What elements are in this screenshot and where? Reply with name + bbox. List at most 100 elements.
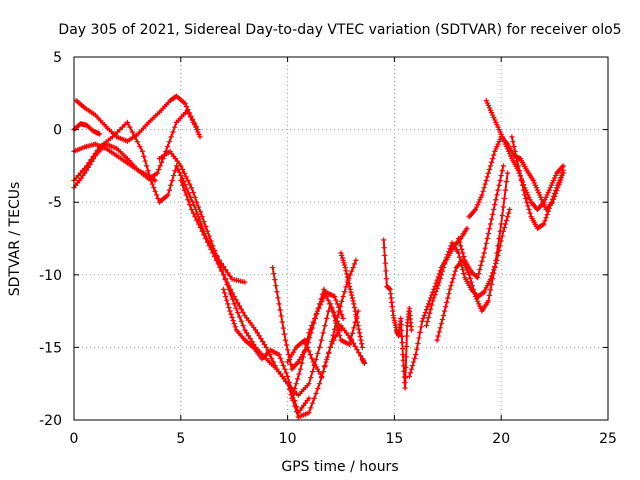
data-point (342, 264, 348, 271)
data-point (179, 182, 186, 188)
data-point (513, 153, 519, 159)
data-point (274, 289, 280, 295)
data-point (313, 312, 319, 318)
data-point (170, 129, 176, 135)
series-trace (510, 135, 565, 230)
data-point (339, 252, 345, 259)
data-point (270, 264, 276, 271)
data-point (333, 297, 339, 303)
data-point (502, 187, 509, 193)
data-point (400, 357, 406, 363)
data-point (499, 168, 505, 174)
data-point (314, 308, 321, 314)
data-point (487, 163, 494, 169)
data-point (317, 344, 323, 350)
data-point (544, 211, 550, 218)
data-point (497, 177, 503, 184)
data-point (152, 188, 158, 194)
data-point (344, 271, 350, 277)
data-point (406, 373, 412, 380)
series-track-m (359, 356, 368, 366)
data-point (310, 319, 316, 325)
data-point (199, 214, 205, 220)
data-point (191, 120, 197, 126)
data-point (329, 338, 335, 344)
data-point (441, 308, 448, 314)
data-point (288, 361, 294, 367)
data-point (297, 366, 304, 372)
data-point (340, 293, 346, 300)
data-point (437, 275, 443, 282)
data-point (525, 203, 531, 209)
data-point (228, 286, 234, 292)
data-point (488, 216, 495, 222)
data-point (420, 315, 426, 321)
data-point (480, 290, 486, 296)
data-point (444, 254, 450, 260)
data-point (470, 286, 477, 292)
data-point (236, 314, 243, 320)
data-point (468, 279, 474, 285)
data-point (545, 189, 551, 196)
data-point (555, 182, 561, 188)
data-point (540, 199, 546, 205)
data-point (548, 182, 554, 188)
series-track-n (381, 237, 415, 391)
data-point (348, 289, 354, 295)
data-point (445, 251, 451, 258)
data-point (306, 395, 312, 401)
data-point (324, 354, 331, 360)
data-point (282, 337, 289, 343)
data-point (190, 189, 196, 196)
data-point (478, 262, 484, 268)
data-point (519, 182, 526, 188)
data-point (220, 263, 227, 270)
data-point (543, 215, 549, 221)
data-point (326, 349, 332, 355)
data-point (496, 139, 502, 145)
data-point (137, 143, 143, 150)
data-point (402, 385, 408, 391)
data-point (486, 292, 493, 298)
data-point (172, 124, 178, 130)
data-point (181, 170, 187, 176)
data-point (258, 336, 264, 342)
data-point (300, 354, 306, 360)
data-point (322, 292, 328, 298)
data-point (558, 175, 564, 181)
data-point (94, 147, 101, 153)
data-point (292, 398, 298, 404)
data-point (197, 225, 203, 231)
data-point (197, 134, 203, 140)
data-point (208, 238, 214, 244)
data-point (92, 150, 98, 156)
data-point (486, 105, 493, 111)
data-point (494, 192, 500, 198)
series-track-q (434, 170, 511, 343)
data-point (134, 139, 140, 145)
data-point (400, 352, 406, 358)
data-point (299, 360, 305, 366)
data-point (479, 192, 485, 198)
data-point (503, 179, 510, 185)
data-point (127, 124, 133, 130)
data-point (306, 330, 312, 336)
data-point (421, 312, 427, 319)
data-point (403, 343, 410, 350)
data-point (485, 170, 491, 176)
data-point (515, 163, 521, 169)
data-point (90, 153, 96, 160)
data-point (443, 304, 449, 310)
data-point (341, 260, 347, 266)
data-point (354, 346, 360, 353)
data-point (186, 111, 192, 117)
data-point (199, 228, 205, 234)
data-point (281, 331, 287, 337)
data-point (270, 359, 276, 365)
data-point (194, 199, 200, 205)
data-point (423, 323, 430, 329)
data-point (155, 195, 161, 202)
data-point (353, 312, 359, 318)
data-point (383, 276, 389, 282)
data-point (349, 295, 355, 301)
